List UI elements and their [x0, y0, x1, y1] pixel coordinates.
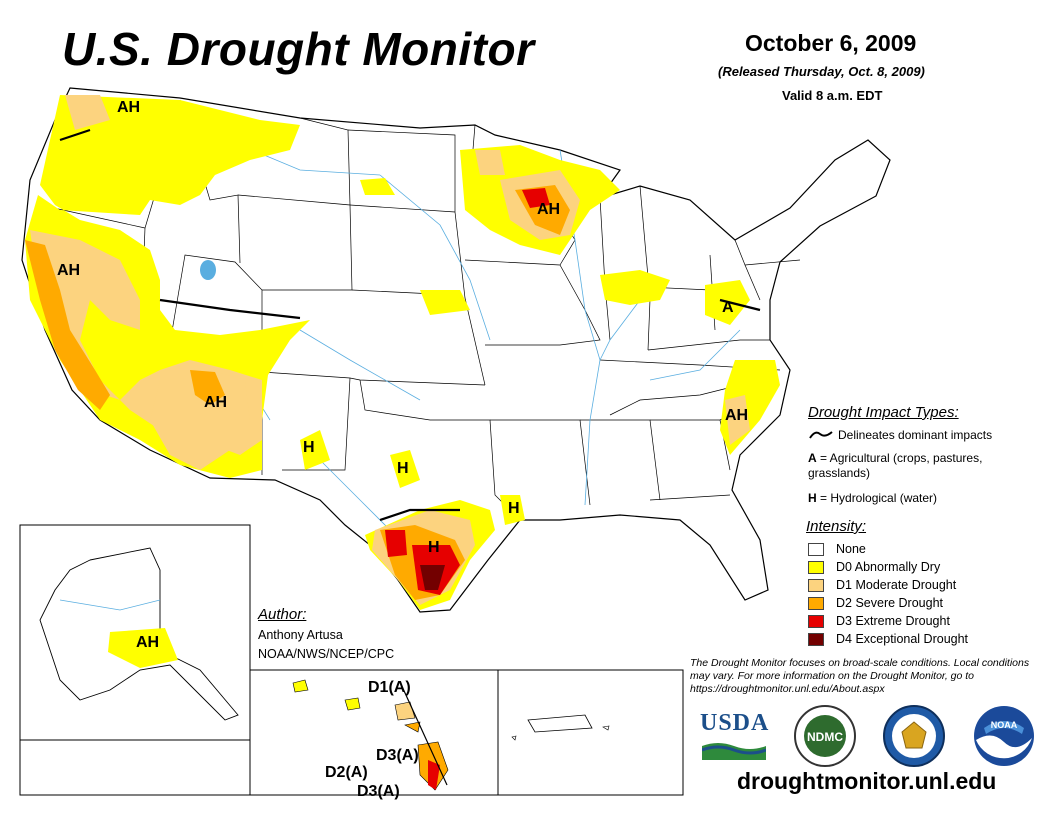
impact-line-legend: Delineates dominant impacts	[808, 428, 992, 442]
disclaimer-text: The Drought Monitor focuses on broad-sca…	[690, 657, 1030, 695]
impact-a-key: A	[808, 451, 817, 465]
release-date: (Released Thursday, Oct. 8, 2009)	[718, 64, 925, 79]
label-wisconsin: AH	[537, 201, 560, 218]
page-title: U.S. Drought Monitor	[62, 23, 535, 75]
ndmc-logo[interactable]: NDMC	[793, 704, 857, 768]
puerto-rico-inset	[497, 669, 684, 796]
legend-row-d0: D0 Abnormally Dry	[808, 558, 968, 576]
alaska-inset: AH	[19, 524, 251, 796]
label-virginia: A	[722, 299, 734, 316]
intensity-legend: None D0 Abnormally Dry D1 Moderate Droug…	[808, 540, 968, 648]
impact-h-key: H	[808, 491, 817, 505]
great-salt-lake	[200, 260, 216, 280]
legend-label-d1: D1 Moderate Drought	[836, 578, 957, 592]
usda-logo[interactable]: USDA	[700, 710, 770, 760]
usda-logo-text: USDA	[700, 710, 770, 736]
label-central-texas: H	[397, 460, 409, 477]
author-title: Author:	[258, 606, 307, 623]
commerce-seal-icon[interactable]	[882, 704, 946, 768]
legend-row-d4: D4 Exceptional Drought	[808, 630, 968, 648]
author-name: Anthony Artusa	[258, 628, 343, 642]
impact-line-label: Delineates dominant impacts	[838, 428, 993, 442]
noaa-logo[interactable]: NOAA	[972, 704, 1036, 768]
legend-label-d0: D0 Abnormally Dry	[836, 560, 941, 574]
author-org: NOAA/NWS/NCEP/CPC	[258, 647, 395, 661]
impact-hydrological: H = Hydrological (water)	[808, 491, 937, 505]
label-california: AH	[57, 262, 80, 279]
hawaii-inset: D1(A) D3(A) D2(A) D3(A)	[249, 669, 499, 800]
drought-areas	[25, 95, 780, 610]
legend-label-d4: D4 Exceptional Drought	[836, 632, 969, 646]
label-hawaii-2: D3(A)	[376, 747, 419, 764]
label-hawaii-1: D1(A)	[368, 679, 411, 696]
label-south-texas: H	[428, 539, 440, 556]
label-new-mexico: H	[303, 439, 315, 456]
swatch-d1	[808, 578, 824, 592]
swatch-none	[808, 542, 824, 556]
label-east-texas: H	[508, 500, 520, 517]
impact-h-text: = Hydrological (water)	[816, 491, 938, 505]
label-hawaii-4: D3(A)	[357, 783, 400, 800]
label-hawaii-3: D2(A)	[325, 764, 368, 781]
swatch-d4	[808, 632, 824, 646]
label-arizona: AH	[204, 394, 227, 411]
swatch-d0	[808, 560, 824, 574]
valid-time: Valid 8 a.m. EDT	[782, 88, 883, 103]
impact-a-text: = Agricultural (crops, pastures, grassla…	[808, 451, 983, 480]
impact-agricultural: A = Agricultural (crops, pastures, grass…	[808, 451, 1018, 481]
alaska-drought	[108, 628, 178, 668]
legend-row-d2: D2 Severe Drought	[808, 594, 968, 612]
legend-label-none: None	[836, 542, 866, 556]
website-link[interactable]: droughtmonitor.unl.edu	[737, 768, 997, 794]
label-pacific-nw: AH	[117, 99, 140, 116]
swatch-d3	[808, 614, 824, 628]
impact-line-sample	[809, 431, 833, 439]
label-carolinas: AH	[725, 407, 748, 424]
usda-wave-icon	[702, 743, 766, 760]
intensity-title: Intensity:	[806, 518, 867, 535]
legend-row-none: None	[808, 540, 968, 558]
noaa-logo-text: NOAA	[991, 720, 1018, 730]
impact-types-title: Drought Impact Types:	[808, 404, 959, 421]
legend-row-d3: D3 Extreme Drought	[808, 612, 968, 630]
legend-row-d1: D1 Moderate Drought	[808, 576, 968, 594]
impact-lines	[59, 128, 761, 522]
swatch-d2	[808, 596, 824, 610]
legend-label-d3: D3 Extreme Drought	[836, 614, 950, 628]
map-date: October 6, 2009	[745, 30, 917, 56]
ndmc-logo-text: NDMC	[807, 730, 843, 744]
legend-label-d2: D2 Severe Drought	[836, 596, 944, 610]
label-alaska: AH	[136, 634, 159, 651]
